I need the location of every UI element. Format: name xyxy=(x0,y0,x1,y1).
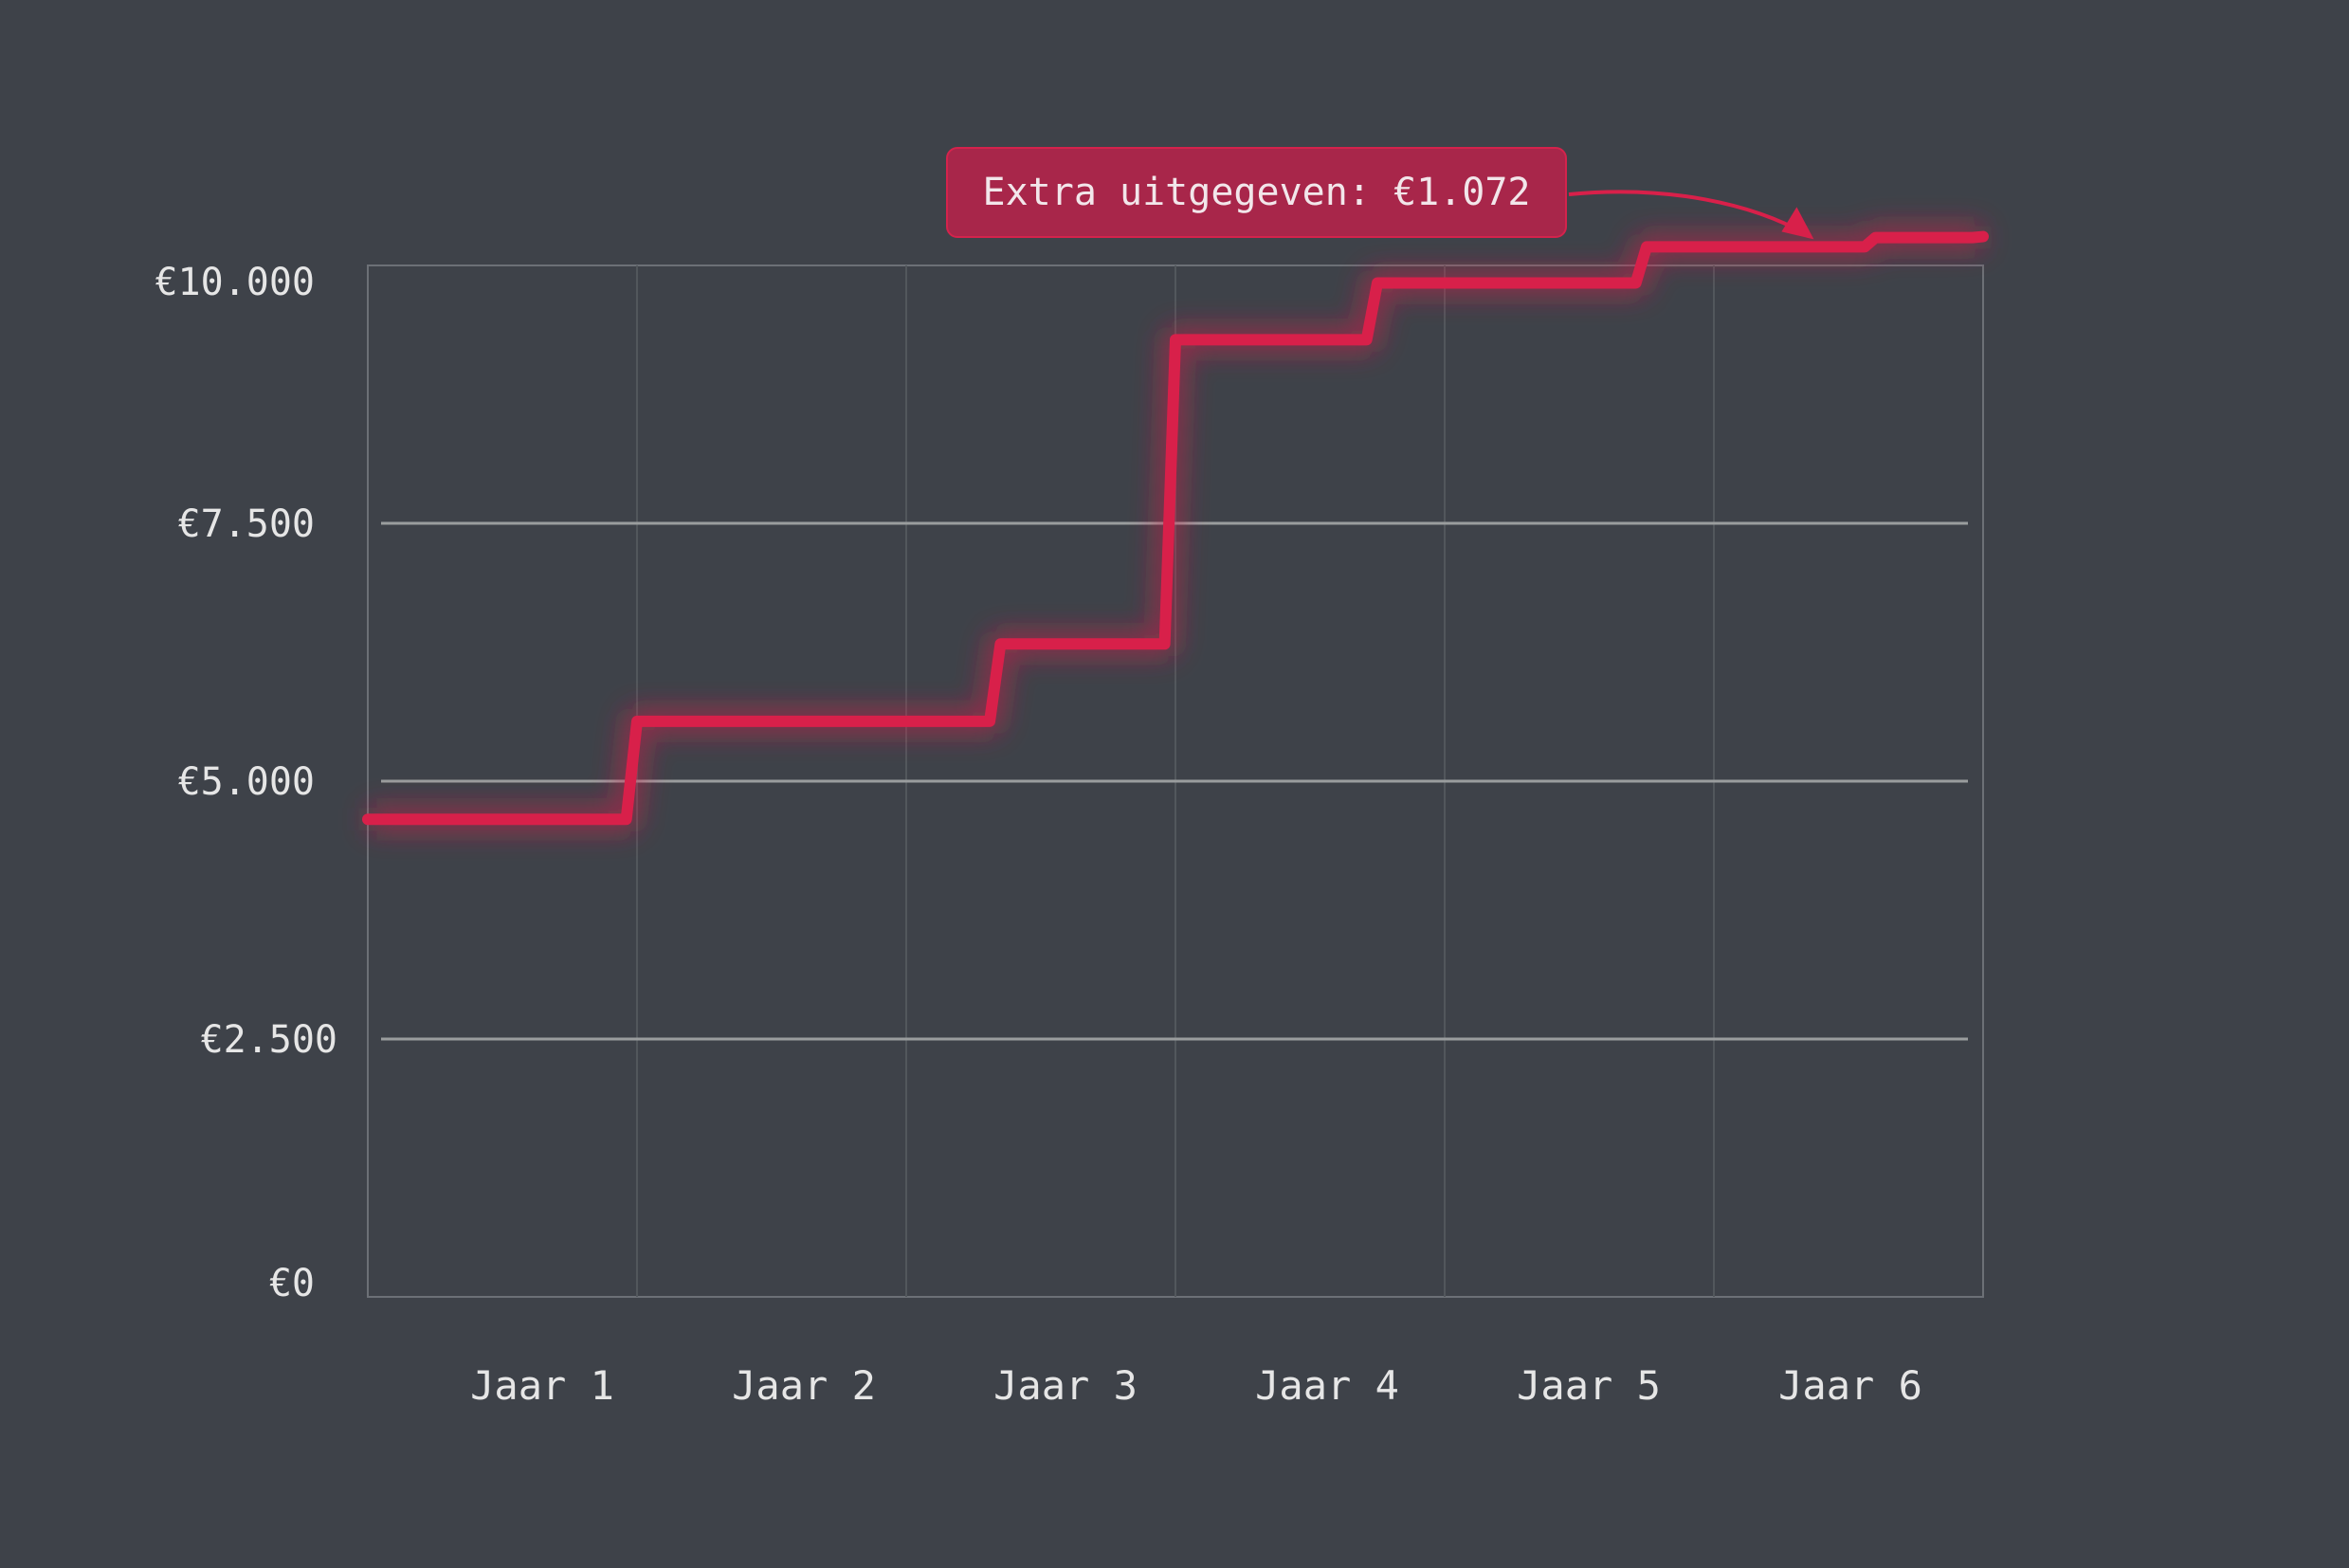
y-tick-label: €10.000 xyxy=(155,261,315,304)
annotation-callout: Extra uitgegeven: €1.072 xyxy=(946,147,1567,238)
x-tick-label: Jaar 5 xyxy=(1517,1362,1661,1409)
annotation-arrowhead xyxy=(1781,207,1814,240)
annotation-arrow xyxy=(1568,190,1810,238)
series-line xyxy=(362,230,1989,826)
x-tick-label: Jaar 4 xyxy=(1255,1362,1399,1409)
y-tick-label: €5.000 xyxy=(178,760,316,804)
y-tick-label: €0 xyxy=(269,1262,315,1305)
x-tick-label: Jaar 6 xyxy=(1778,1362,1922,1409)
x-tick-label: Jaar 3 xyxy=(993,1362,1138,1409)
x-tick-label: Jaar 1 xyxy=(470,1362,614,1409)
x-tick-label: Jaar 2 xyxy=(732,1362,876,1409)
y-tick-label: €7.500 xyxy=(178,502,316,546)
y-tick-label: €2.500 xyxy=(201,1018,338,1062)
